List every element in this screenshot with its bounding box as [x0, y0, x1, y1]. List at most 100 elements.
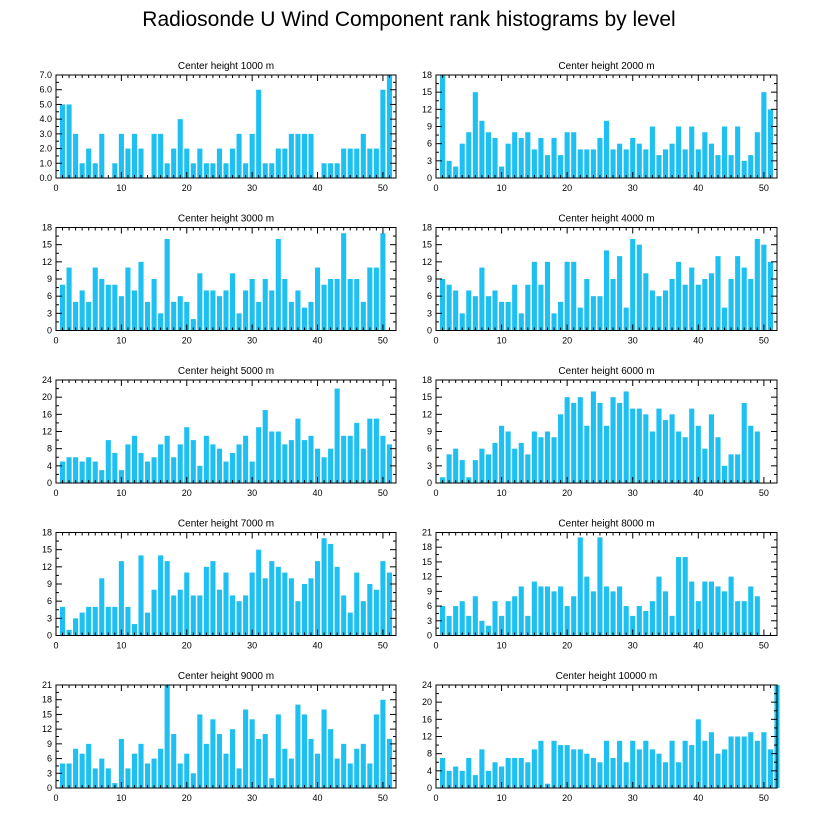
bar — [380, 561, 386, 636]
y-tick-label: 6 — [427, 444, 432, 454]
bar — [118, 470, 124, 483]
bar — [590, 757, 596, 788]
bar — [269, 163, 275, 178]
bar — [177, 444, 183, 483]
bar — [728, 576, 734, 636]
bar — [151, 133, 157, 178]
bar — [373, 148, 379, 178]
bar — [499, 615, 505, 636]
bar — [269, 290, 275, 331]
bar — [334, 758, 340, 788]
bar — [184, 753, 190, 788]
bar — [373, 714, 379, 788]
bar — [512, 284, 518, 331]
bar — [551, 591, 557, 636]
bar — [558, 586, 564, 636]
bar — [236, 133, 242, 178]
bar — [275, 714, 281, 788]
bar — [269, 778, 275, 788]
x-tick-label: 40 — [313, 336, 323, 346]
bar — [551, 137, 557, 178]
bar — [249, 461, 255, 483]
bar — [59, 104, 66, 178]
bar — [538, 586, 544, 636]
bar — [721, 126, 728, 178]
bar — [380, 89, 386, 178]
bar — [131, 133, 138, 178]
bar — [288, 440, 294, 483]
bar — [151, 589, 157, 636]
bar — [643, 149, 649, 178]
bar — [138, 452, 144, 483]
x-tick-label: 30 — [247, 183, 257, 193]
bar — [715, 586, 721, 636]
bar — [584, 279, 590, 331]
bar — [485, 132, 492, 178]
bar — [571, 132, 577, 178]
bar — [538, 437, 544, 483]
bar — [243, 709, 249, 788]
y-tick-label: 0 — [427, 173, 432, 183]
panel-5: Center height 5000 m 0 10 20 30 40 50 0 4 8 12 16 20… — [42, 366, 397, 498]
bar — [636, 749, 642, 788]
y-tick-label: 0 — [427, 478, 432, 488]
bar — [702, 448, 708, 483]
bar — [453, 448, 459, 483]
bar — [702, 581, 708, 636]
y-tick-label: 15 — [422, 392, 432, 402]
bar — [485, 296, 492, 331]
bar — [184, 427, 190, 483]
bar — [59, 284, 66, 331]
bar — [459, 313, 465, 331]
bar — [695, 284, 701, 331]
bar — [138, 148, 144, 178]
bar — [669, 740, 675, 788]
x-tick-label: 10 — [497, 488, 507, 498]
x-tick-label: 10 — [116, 488, 126, 498]
panel-title: Center height 7000 m — [178, 519, 274, 530]
bar — [728, 454, 734, 483]
bar — [210, 561, 216, 636]
bar — [682, 284, 688, 331]
bar — [577, 537, 583, 636]
bar — [79, 753, 85, 788]
bar — [459, 143, 465, 178]
bar — [92, 163, 98, 178]
bar — [741, 160, 747, 178]
bar — [676, 762, 682, 788]
y-tick-label: 3 — [427, 156, 432, 166]
bar — [112, 452, 118, 483]
bar — [512, 132, 518, 178]
bar — [636, 143, 642, 178]
bar — [610, 397, 616, 483]
bar — [558, 414, 564, 483]
bar — [171, 301, 177, 331]
bar — [708, 414, 714, 483]
bar — [584, 576, 590, 636]
bar — [630, 137, 636, 178]
bar — [649, 749, 655, 788]
bar — [66, 267, 72, 331]
bar — [610, 279, 616, 331]
bar — [676, 261, 682, 331]
y-tick-label: 12 — [422, 409, 432, 419]
bar — [131, 753, 138, 788]
bar — [341, 148, 347, 178]
y-tick-label: 0 — [47, 631, 52, 641]
bar — [118, 296, 124, 331]
y-tick-label: 3 — [47, 768, 52, 778]
bar — [748, 155, 754, 178]
bar — [328, 163, 334, 178]
bar — [715, 753, 721, 788]
bar — [386, 444, 393, 483]
bar — [125, 444, 131, 483]
x-tick-label: 50 — [378, 488, 388, 498]
bar — [190, 163, 196, 178]
bar — [59, 763, 66, 788]
bar — [105, 284, 111, 331]
bar — [249, 572, 255, 636]
bar — [262, 734, 268, 788]
bar — [73, 618, 79, 636]
bar — [767, 261, 773, 331]
bar — [236, 601, 242, 636]
